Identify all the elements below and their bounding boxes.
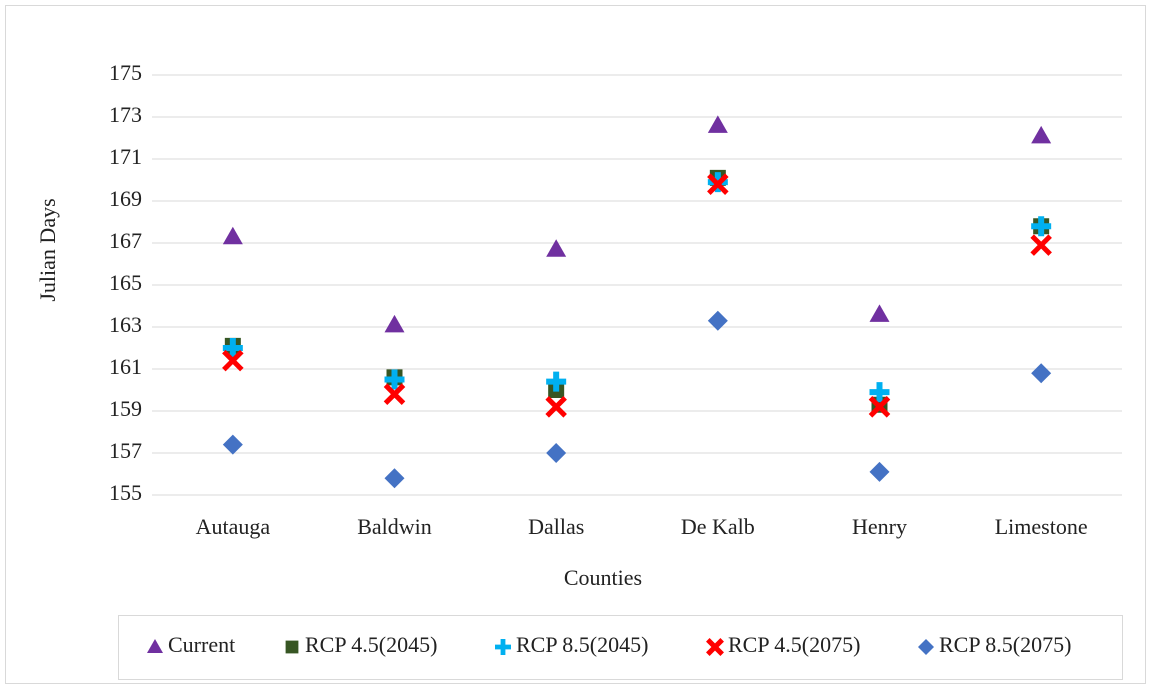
legend-marker: [147, 639, 163, 653]
legend-marker: [706, 638, 724, 656]
y-tick-label: 161: [109, 354, 142, 379]
legend-marker: [495, 639, 511, 655]
legend-label: RCP 8.5(2045): [516, 632, 648, 657]
legend-marker: [918, 639, 934, 655]
legend-label: Current: [168, 632, 235, 657]
legend-box: [118, 615, 1123, 680]
legend-label: RCP 4.5(2045): [305, 632, 437, 657]
x-tick-label: Autauga: [196, 514, 271, 539]
data-point: [222, 338, 243, 358]
data-point: [869, 382, 890, 403]
x-tick-label: Baldwin: [357, 514, 432, 539]
data-point: [546, 443, 567, 463]
data-point: [869, 461, 890, 482]
data-point: [222, 349, 244, 372]
y-tick-label: 157: [109, 438, 142, 463]
data-point: [545, 396, 567, 418]
x-tick-label: De Kalb: [681, 514, 755, 539]
data-point: [707, 310, 728, 331]
legend-marker: [285, 640, 299, 654]
chart-border: [5, 5, 1146, 684]
data-point: [707, 115, 728, 133]
data-point: [868, 396, 891, 418]
y-axis-title: Julian Days: [35, 198, 60, 301]
data-point: [707, 173, 729, 195]
y-tick-label: 169: [109, 186, 142, 211]
y-tick-label: 159: [109, 396, 142, 421]
data-point: [1030, 234, 1052, 256]
y-tick-label: 165: [109, 270, 142, 295]
x-tick-label: Limestone: [995, 514, 1088, 539]
x-tick-label: Dallas: [528, 514, 584, 539]
x-axis-title: Counties: [564, 565, 642, 590]
y-tick-label: 163: [109, 312, 142, 337]
data-point: [383, 383, 406, 405]
data-point: [1031, 363, 1052, 384]
data-point: [546, 371, 567, 392]
data-point: [869, 304, 890, 322]
y-tick-label: 155: [109, 480, 142, 505]
x-tick-label: Henry: [852, 514, 907, 539]
data-point: [1031, 216, 1052, 237]
data-point: [384, 314, 405, 333]
data-point: [222, 434, 243, 455]
legend-label: RCP 8.5(2075): [939, 632, 1071, 657]
legend-label: RCP 4.5(2075): [728, 632, 860, 657]
y-tick-label: 175: [109, 60, 142, 85]
data-point: [222, 226, 243, 245]
data-point: [1031, 125, 1052, 144]
data-point: [384, 369, 405, 390]
y-tick-label: 173: [109, 102, 142, 127]
y-tick-label: 171: [109, 144, 142, 169]
data-point: [546, 239, 567, 257]
data-point: [384, 468, 405, 489]
y-tick-label: 167: [109, 228, 142, 253]
